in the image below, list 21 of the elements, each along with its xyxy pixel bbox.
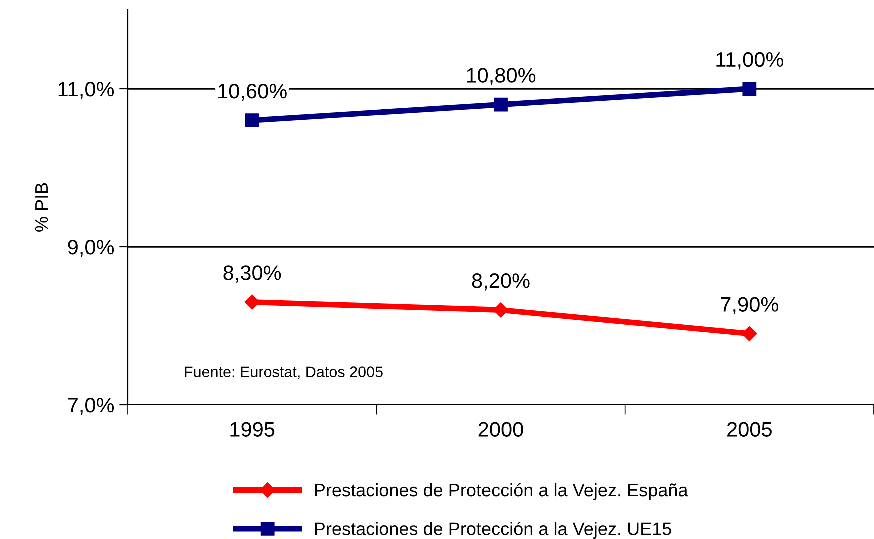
legend-label: Prestaciones de Protección a la Vejez. UE15 xyxy=(315,522,672,539)
point xyxy=(742,82,757,96)
data-label: 11,00% xyxy=(716,52,784,70)
data-label: 8,20% xyxy=(472,274,530,291)
y-tick-label: 7,0% xyxy=(68,398,114,416)
data-label: 10,80% xyxy=(467,68,536,86)
data-label: 10,60% xyxy=(218,84,287,102)
x-tick-label: 2000 xyxy=(478,422,524,437)
y-tick-label: 11,0% xyxy=(58,82,114,100)
y-tick-label: 9,0% xyxy=(68,240,114,258)
data-label: 8,30% xyxy=(224,266,282,283)
y-axis-title: % PIB xyxy=(35,183,48,232)
point xyxy=(742,326,758,342)
legend-label: Prestaciones de Protección a la Vejez. España xyxy=(315,483,688,500)
annotation: Fuente: Eurostat, Datos 2005 xyxy=(185,366,383,380)
point xyxy=(245,114,260,128)
data-label: 7,90% xyxy=(721,297,778,314)
x-tick-label: 2005 xyxy=(728,422,772,437)
point xyxy=(494,98,508,112)
x-tick-label: 1995 xyxy=(230,422,275,437)
point xyxy=(244,294,260,310)
